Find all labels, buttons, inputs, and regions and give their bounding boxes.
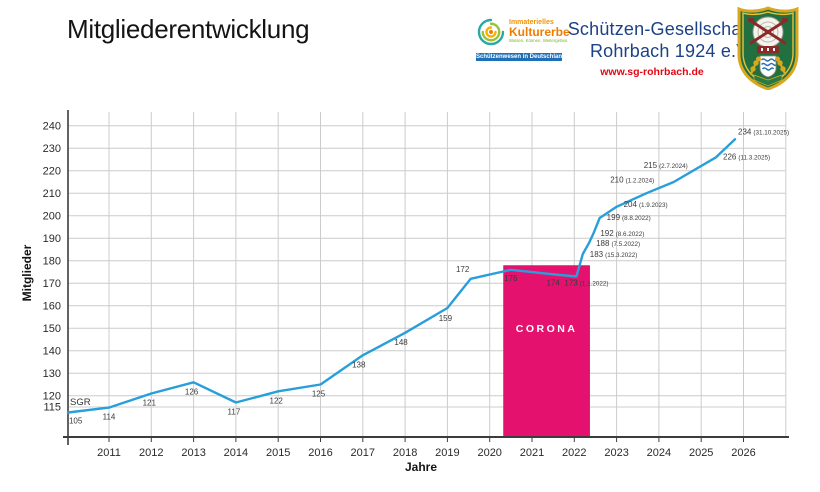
x-tick-label: 2012: [139, 447, 163, 459]
club-title-block: Schützen-Gesellschaft Rohrbach 1924 e.V.…: [552, 18, 752, 78]
data-point-label: 183 (15.3.2022): [590, 250, 638, 259]
y-tick-label: 200: [43, 210, 61, 222]
kulturerbe-banner: Schützenwesen in Deutschland: [476, 53, 566, 61]
x-tick-label: 2020: [477, 447, 501, 459]
y-axis-title: Mitglieder: [20, 244, 34, 301]
x-tick-label: 2026: [731, 447, 755, 459]
club-crest-icon: [737, 6, 799, 91]
x-axis-title: Jahre: [405, 460, 437, 474]
data-point-label: 126: [185, 387, 199, 396]
y-tick-label: 150: [43, 323, 61, 335]
data-point-label: 172: [456, 265, 470, 274]
data-point-label: 114: [103, 413, 116, 422]
club-name-line1: Schützen-Gesellschaft: [567, 19, 752, 39]
kulturerbe-swirl-icon: [476, 17, 506, 52]
data-point-label: 210 (1.2.2024): [610, 175, 654, 184]
data-point-label: 173 (1.1.2022): [564, 279, 608, 288]
y-tick-label: 140: [43, 345, 61, 357]
membership-line: [66, 138, 737, 414]
y-tick-label: 130: [43, 368, 61, 380]
y-tick-label: 230: [43, 143, 61, 155]
x-tick-label: 2025: [689, 447, 713, 459]
y-tick-label: 115: [43, 402, 61, 414]
kulturerbe-badge: Immaterielles Kulturerbe Wissen. Können.…: [476, 17, 570, 61]
data-labels: 105 114 121 126 117 122 125 138 148 159 172 176 174 1…: [69, 127, 789, 425]
x-tick-label: 2013: [181, 447, 205, 459]
y-tick-label: 120: [43, 390, 61, 402]
y-tick-label: 220: [43, 165, 61, 177]
x-tick-label: 2017: [351, 447, 375, 459]
data-point-label: 121: [143, 399, 157, 408]
data-point-label: 117: [228, 408, 241, 417]
y-tick-label: 210: [43, 188, 61, 200]
y-tick-label: 160: [43, 300, 61, 312]
x-tick-label: 2019: [435, 447, 459, 459]
data-point-label: 138: [352, 360, 366, 369]
x-tick-label: 2021: [520, 447, 544, 459]
data-point-label: 122: [270, 396, 284, 405]
data-point-label: 204 (1.9.2023): [624, 200, 668, 209]
club-website-link[interactable]: www.sg-rohrbach.de: [600, 66, 704, 78]
y-tick-label: 190: [43, 233, 61, 245]
data-point-label: 234 (31.10.2025): [738, 127, 789, 136]
data-point-label: 188 (7.5.2022): [596, 239, 640, 248]
data-point-label: 159: [439, 314, 453, 323]
grid-lines: [68, 112, 787, 437]
kulturerbe-line3: Wissen. Können. Weitergeben.: [509, 38, 569, 44]
data-point-label: 215 (2.7.2024): [644, 161, 688, 170]
data-point-label: 125: [312, 390, 326, 399]
x-tick-label: 2018: [393, 447, 417, 459]
kulturerbe-line2: Kulturerbe: [509, 25, 570, 40]
data-point-label: 192 (8.6.2022): [600, 229, 644, 238]
data-point-label: 176: [504, 274, 518, 283]
series-annotation: SGR: [70, 397, 91, 408]
data-point-label: 174: [546, 278, 560, 287]
data-point-label: 105: [69, 417, 83, 426]
corona-box: [503, 265, 590, 437]
club-crest: [736, 6, 800, 91]
x-tick-label: 2011: [97, 447, 121, 459]
data-point-label: 148: [394, 338, 408, 347]
y-tick-label: 170: [43, 278, 61, 290]
x-tick-label: 2022: [562, 447, 586, 459]
data-point-label: 199 (8.8.2022): [607, 213, 651, 222]
club-name-line2: Rohrbach 1924 e.V.: [589, 41, 752, 61]
axes: [63, 110, 789, 445]
x-tick-label: 2016: [308, 447, 332, 459]
x-tick-label: 2024: [647, 447, 671, 459]
page-title: Mitgliederentwicklung: [67, 14, 310, 44]
x-tick-label: 2014: [224, 447, 248, 459]
x-tick-label: 2015: [266, 447, 290, 459]
y-tick-label: 240: [43, 120, 61, 132]
data-point-label: 226 (11.3.2025): [723, 152, 770, 161]
y-tick-label: 180: [43, 255, 61, 267]
x-tick-label: 2023: [604, 447, 628, 459]
kulturerbe-line1: Immaterielles: [509, 19, 554, 26]
corona-box-label: CORONA: [516, 323, 578, 335]
